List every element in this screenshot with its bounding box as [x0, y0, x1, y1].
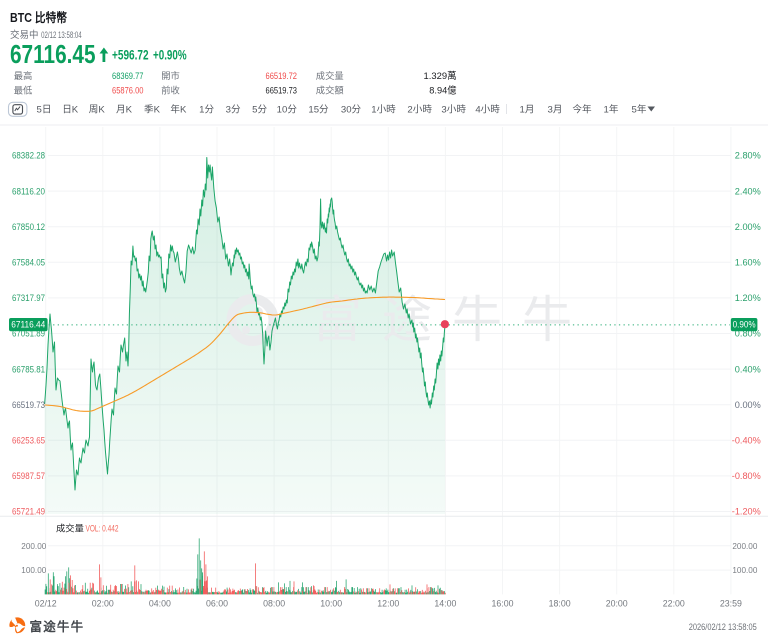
svg-text:成交額: 成交額 — [316, 85, 344, 96]
svg-text:月K: 月K — [116, 105, 133, 116]
svg-text:65876.00: 65876.00 — [112, 86, 144, 97]
svg-text:1分: 1分 — [199, 105, 214, 116]
svg-text:2.80%: 2.80% — [735, 151, 761, 161]
svg-text:2.40%: 2.40% — [735, 186, 761, 196]
svg-text:成交量: 成交量 — [56, 523, 84, 534]
svg-text:BTC 比特幣: BTC 比特幣 — [10, 10, 67, 25]
svg-text:68369.77: 68369.77 — [112, 71, 144, 82]
svg-text:65721.49: 65721.49 — [12, 507, 45, 517]
svg-text:5年: 5年 — [632, 104, 647, 116]
svg-text:季K: 季K — [144, 104, 161, 116]
svg-text:0.40%: 0.40% — [735, 364, 761, 374]
svg-text:22:00: 22:00 — [663, 598, 685, 608]
svg-text:66519.73: 66519.73 — [266, 86, 298, 97]
svg-text:02:00: 02:00 — [92, 598, 114, 608]
svg-text:2小時: 2小時 — [407, 105, 432, 116]
svg-text:5日: 5日 — [37, 105, 52, 116]
svg-text:67584.05: 67584.05 — [12, 258, 45, 268]
svg-text:30分: 30分 — [341, 105, 362, 116]
svg-text:66519.72: 66519.72 — [266, 71, 298, 82]
svg-text:3月: 3月 — [548, 105, 563, 116]
svg-text:-0.80%: -0.80% — [732, 471, 761, 481]
svg-text:68382.28: 68382.28 — [12, 151, 45, 161]
svg-text:最低: 最低 — [14, 85, 33, 96]
svg-text:-1.20%: -1.20% — [732, 507, 761, 517]
svg-text:0.90%: 0.90% — [733, 320, 756, 330]
svg-text:前收: 前收 — [161, 85, 180, 96]
svg-text:15分: 15分 — [308, 105, 329, 116]
svg-text:1小時: 1小時 — [371, 105, 396, 116]
svg-text:66253.65: 66253.65 — [12, 436, 45, 446]
svg-text:最高: 最高 — [14, 70, 33, 81]
svg-text:67317.97: 67317.97 — [12, 293, 45, 303]
svg-text:年K: 年K — [170, 104, 187, 116]
svg-text:08:00: 08:00 — [263, 598, 285, 608]
svg-text:-0.40%: -0.40% — [732, 436, 761, 446]
svg-text:成交量: 成交量 — [316, 70, 344, 81]
svg-text:18:00: 18:00 — [549, 598, 571, 608]
svg-text:67051.89: 67051.89 — [12, 329, 45, 339]
svg-text:67116.45: 67116.45 — [10, 41, 96, 69]
svg-text:10分: 10分 — [277, 105, 298, 116]
svg-text:周K: 周K — [89, 105, 106, 116]
svg-text:04:00: 04:00 — [149, 598, 171, 608]
svg-text:16:00: 16:00 — [492, 598, 514, 608]
svg-text:3小時: 3小時 — [441, 105, 466, 116]
svg-text:交易中 02/12 13:58:04: 交易中 02/12 13:58:04 — [10, 29, 82, 41]
svg-text:65987.57: 65987.57 — [12, 471, 45, 481]
svg-text:14:00: 14:00 — [434, 598, 456, 608]
svg-text:3分: 3分 — [226, 105, 241, 116]
svg-text:66785.81: 66785.81 — [12, 364, 45, 374]
svg-text:12:00: 12:00 — [377, 598, 399, 608]
svg-text:66519.73: 66519.73 — [12, 400, 45, 410]
svg-text:VOL: 0.442: VOL: 0.442 — [86, 524, 119, 534]
svg-text:5分: 5分 — [252, 105, 267, 116]
svg-text:日K: 日K — [62, 105, 79, 116]
svg-text:+596.72: +596.72 — [112, 47, 149, 63]
svg-text:100.00: 100.00 — [732, 565, 757, 575]
svg-text:今年: 今年 — [572, 104, 592, 116]
svg-text:2.00%: 2.00% — [735, 222, 761, 232]
svg-text:20:00: 20:00 — [606, 598, 628, 608]
svg-text:開市: 開市 — [161, 70, 180, 81]
svg-text:02/12: 02/12 — [35, 598, 57, 608]
svg-text:4小時: 4小時 — [475, 105, 500, 116]
svg-text:富途牛牛: 富途牛牛 — [312, 292, 592, 348]
svg-text:200.00: 200.00 — [732, 541, 757, 551]
svg-text:1.60%: 1.60% — [735, 258, 761, 268]
svg-text:68116.20: 68116.20 — [12, 186, 45, 196]
svg-text:67850.12: 67850.12 — [12, 222, 45, 232]
svg-text:1.20%: 1.20% — [735, 293, 761, 303]
svg-text:1年: 1年 — [604, 104, 619, 116]
svg-text:100.00: 100.00 — [21, 565, 46, 575]
svg-text:2026/02/12 13:58:05: 2026/02/12 13:58:05 — [689, 622, 757, 633]
svg-text:23:59: 23:59 — [720, 598, 742, 608]
svg-text:67116.44: 67116.44 — [11, 320, 45, 330]
svg-text:8.94億: 8.94億 — [429, 85, 457, 97]
svg-text:0.00%: 0.00% — [735, 400, 761, 410]
svg-text:1.329萬: 1.329萬 — [424, 70, 457, 82]
svg-text:+0.90%: +0.90% — [153, 47, 187, 63]
svg-text:0.80%: 0.80% — [735, 329, 761, 339]
svg-text:富途牛牛: 富途牛牛 — [30, 619, 85, 634]
svg-text:200.00: 200.00 — [21, 541, 46, 551]
svg-text:06:00: 06:00 — [206, 598, 228, 608]
svg-text:1月: 1月 — [520, 105, 535, 116]
svg-text:10:00: 10:00 — [320, 598, 342, 608]
